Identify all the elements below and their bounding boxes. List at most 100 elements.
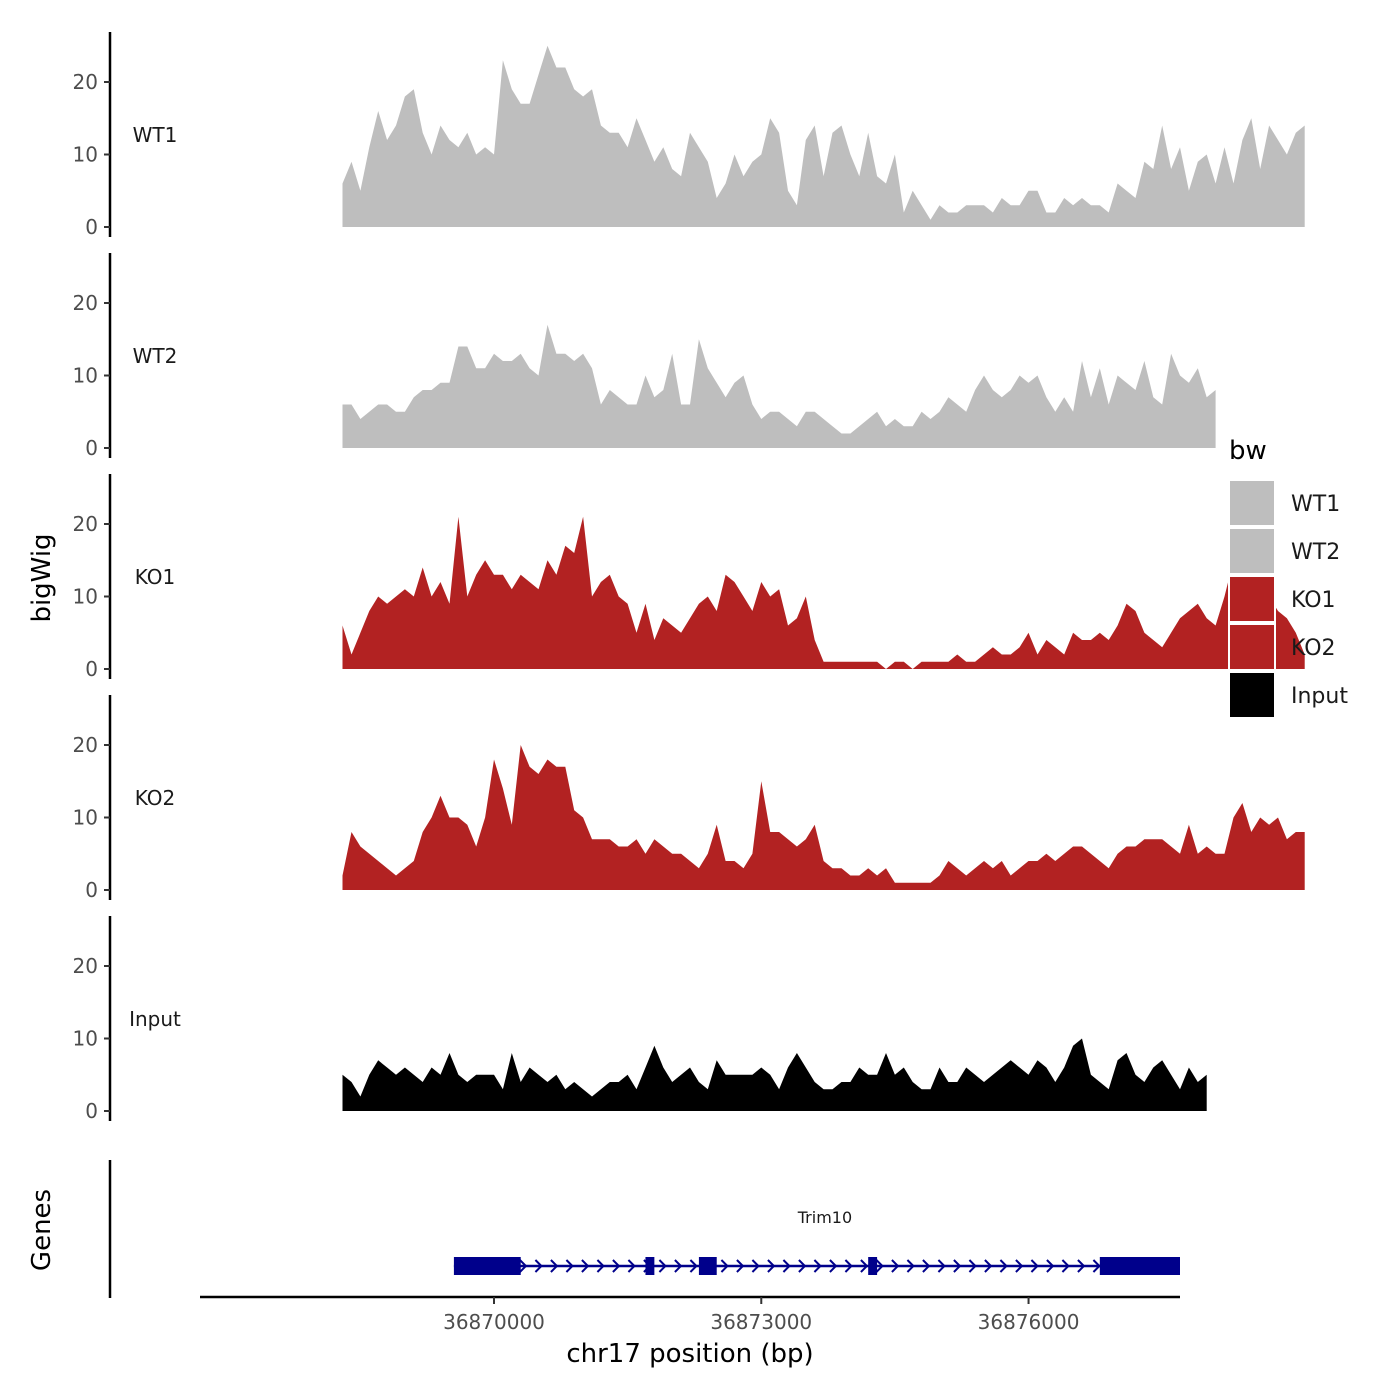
track-label: Input bbox=[129, 1007, 181, 1031]
strand-arrow bbox=[1061, 1259, 1070, 1273]
strand-arrow bbox=[689, 1259, 698, 1273]
strand-arrow bbox=[953, 1259, 962, 1273]
legend-item-ko1: KO1 bbox=[1228, 575, 1336, 623]
genes-axis-title: Genes bbox=[27, 1189, 57, 1271]
strand-arrow bbox=[596, 1259, 605, 1273]
coverage-area-wt1 bbox=[342, 45, 1305, 227]
strand-arrow bbox=[751, 1259, 760, 1273]
y-tick-label: 0 bbox=[85, 1099, 98, 1123]
y-tick-label: 10 bbox=[73, 143, 98, 167]
legend-item-wt1: WT1 bbox=[1228, 479, 1340, 527]
strand-arrow bbox=[782, 1259, 791, 1273]
strand-arrow bbox=[736, 1259, 745, 1273]
strand-arrow bbox=[922, 1259, 931, 1273]
track-label: KO2 bbox=[135, 786, 176, 810]
track-ko1: 0 10 20 KO1 bbox=[73, 474, 1305, 681]
strand-arrow bbox=[968, 1259, 977, 1273]
gene-exon bbox=[453, 1257, 521, 1275]
legend: bw WT1 WT2 KO1 KO2 Input bbox=[1228, 436, 1348, 719]
track-wt2: 0 10 20 WT2 bbox=[73, 253, 1216, 460]
gene-annotation-panel: Trim10 bbox=[108, 1160, 1180, 1298]
strand-arrow bbox=[860, 1259, 869, 1273]
y-axis-title: bigWig bbox=[27, 533, 57, 622]
track-label: WT2 bbox=[133, 344, 178, 368]
strand-arrow bbox=[891, 1259, 900, 1273]
y-tick-label: 0 bbox=[85, 657, 98, 681]
x-tick-label: 36876000 bbox=[978, 1310, 1080, 1334]
track-wt1: 0 10 20 WT1 bbox=[73, 32, 1305, 239]
strand-arrow bbox=[627, 1259, 636, 1273]
strand-arrow bbox=[875, 1259, 884, 1273]
y-tick-label: 10 bbox=[73, 1027, 98, 1051]
gene-exon bbox=[1099, 1257, 1180, 1275]
strand-arrow bbox=[1030, 1259, 1039, 1273]
legend-label: KO2 bbox=[1291, 636, 1336, 661]
y-tick-label: 20 bbox=[73, 954, 98, 978]
x-axis: 36870000 36873000 36876000 bbox=[200, 1295, 1180, 1334]
gene-name-label: Trim10 bbox=[797, 1208, 852, 1227]
y-tick-label: 0 bbox=[85, 436, 98, 460]
legend-swatch bbox=[1228, 527, 1276, 575]
coverage-area-ko1 bbox=[342, 516, 1305, 669]
y-tick-label: 20 bbox=[73, 70, 98, 94]
strand-arrow bbox=[937, 1259, 946, 1273]
strand-arrow bbox=[906, 1259, 915, 1273]
strand-arrow bbox=[550, 1259, 559, 1273]
strand-arrow bbox=[813, 1259, 822, 1273]
track-ko2: 0 10 20 KO2 bbox=[73, 695, 1305, 902]
strand-arrow bbox=[767, 1259, 776, 1273]
strand-arrow bbox=[829, 1259, 838, 1273]
gene-exon bbox=[645, 1257, 655, 1275]
track-label: WT1 bbox=[133, 123, 178, 147]
coverage-area-wt2 bbox=[342, 324, 1216, 448]
legend-title: bw bbox=[1229, 436, 1267, 466]
gene-exon bbox=[868, 1257, 878, 1275]
strand-arrow bbox=[612, 1259, 621, 1273]
strand-arrow bbox=[720, 1259, 729, 1273]
track-label: KO1 bbox=[135, 565, 176, 589]
x-axis-title: chr17 position (bp) bbox=[566, 1339, 813, 1369]
y-tick-label: 0 bbox=[85, 878, 98, 902]
y-tick-label: 20 bbox=[73, 733, 98, 757]
strand-arrow bbox=[534, 1259, 543, 1273]
strand-arrow bbox=[519, 1259, 528, 1273]
legend-swatch bbox=[1228, 575, 1276, 623]
strand-arrow bbox=[1092, 1259, 1101, 1273]
strand-arrow bbox=[999, 1259, 1008, 1273]
y-tick-label: 0 bbox=[85, 215, 98, 239]
y-tick-label: 20 bbox=[73, 291, 98, 315]
strand-arrow bbox=[798, 1259, 807, 1273]
legend-item-ko2: KO2 bbox=[1228, 623, 1336, 671]
y-tick-label: 10 bbox=[73, 585, 98, 609]
legend-label: KO1 bbox=[1291, 588, 1336, 613]
y-tick-label: 10 bbox=[73, 364, 98, 388]
x-tick-label: 36873000 bbox=[710, 1310, 812, 1334]
x-tick-label: 36870000 bbox=[443, 1310, 545, 1334]
strand-arrow bbox=[674, 1259, 683, 1273]
legend-item-wt2: WT2 bbox=[1228, 527, 1340, 575]
legend-item-input: Input bbox=[1228, 671, 1348, 719]
coverage-area-ko2 bbox=[342, 745, 1305, 890]
y-tick-label: 20 bbox=[73, 512, 98, 536]
strand-arrow bbox=[1046, 1259, 1055, 1273]
strand-arrow bbox=[844, 1259, 853, 1273]
strand-arrow bbox=[658, 1259, 667, 1273]
strand-arrow bbox=[565, 1259, 574, 1273]
strand-arrow bbox=[581, 1259, 590, 1273]
strand-arrow bbox=[984, 1259, 993, 1273]
legend-swatch bbox=[1228, 671, 1276, 719]
coverage-area-input bbox=[342, 1038, 1207, 1111]
strand-arrow bbox=[1077, 1259, 1086, 1273]
legend-label: WT1 bbox=[1291, 492, 1340, 517]
legend-label: WT2 bbox=[1291, 540, 1340, 565]
legend-label: Input bbox=[1291, 684, 1348, 709]
legend-swatch bbox=[1228, 623, 1276, 671]
y-tick-label: 10 bbox=[73, 806, 98, 830]
gene-exon bbox=[698, 1257, 717, 1275]
gene-trim10: Trim10 bbox=[453, 1208, 1180, 1275]
track-input: 0 10 20 Input bbox=[73, 916, 1207, 1123]
strand-arrow bbox=[1015, 1259, 1024, 1273]
legend-swatch bbox=[1228, 479, 1276, 527]
coverage-tracks: 0 10 20 WT1 0 10 20 WT2 0 10 20 KO1 0 10 20 KO2 0 10 20 Inp… bbox=[73, 32, 1305, 1123]
